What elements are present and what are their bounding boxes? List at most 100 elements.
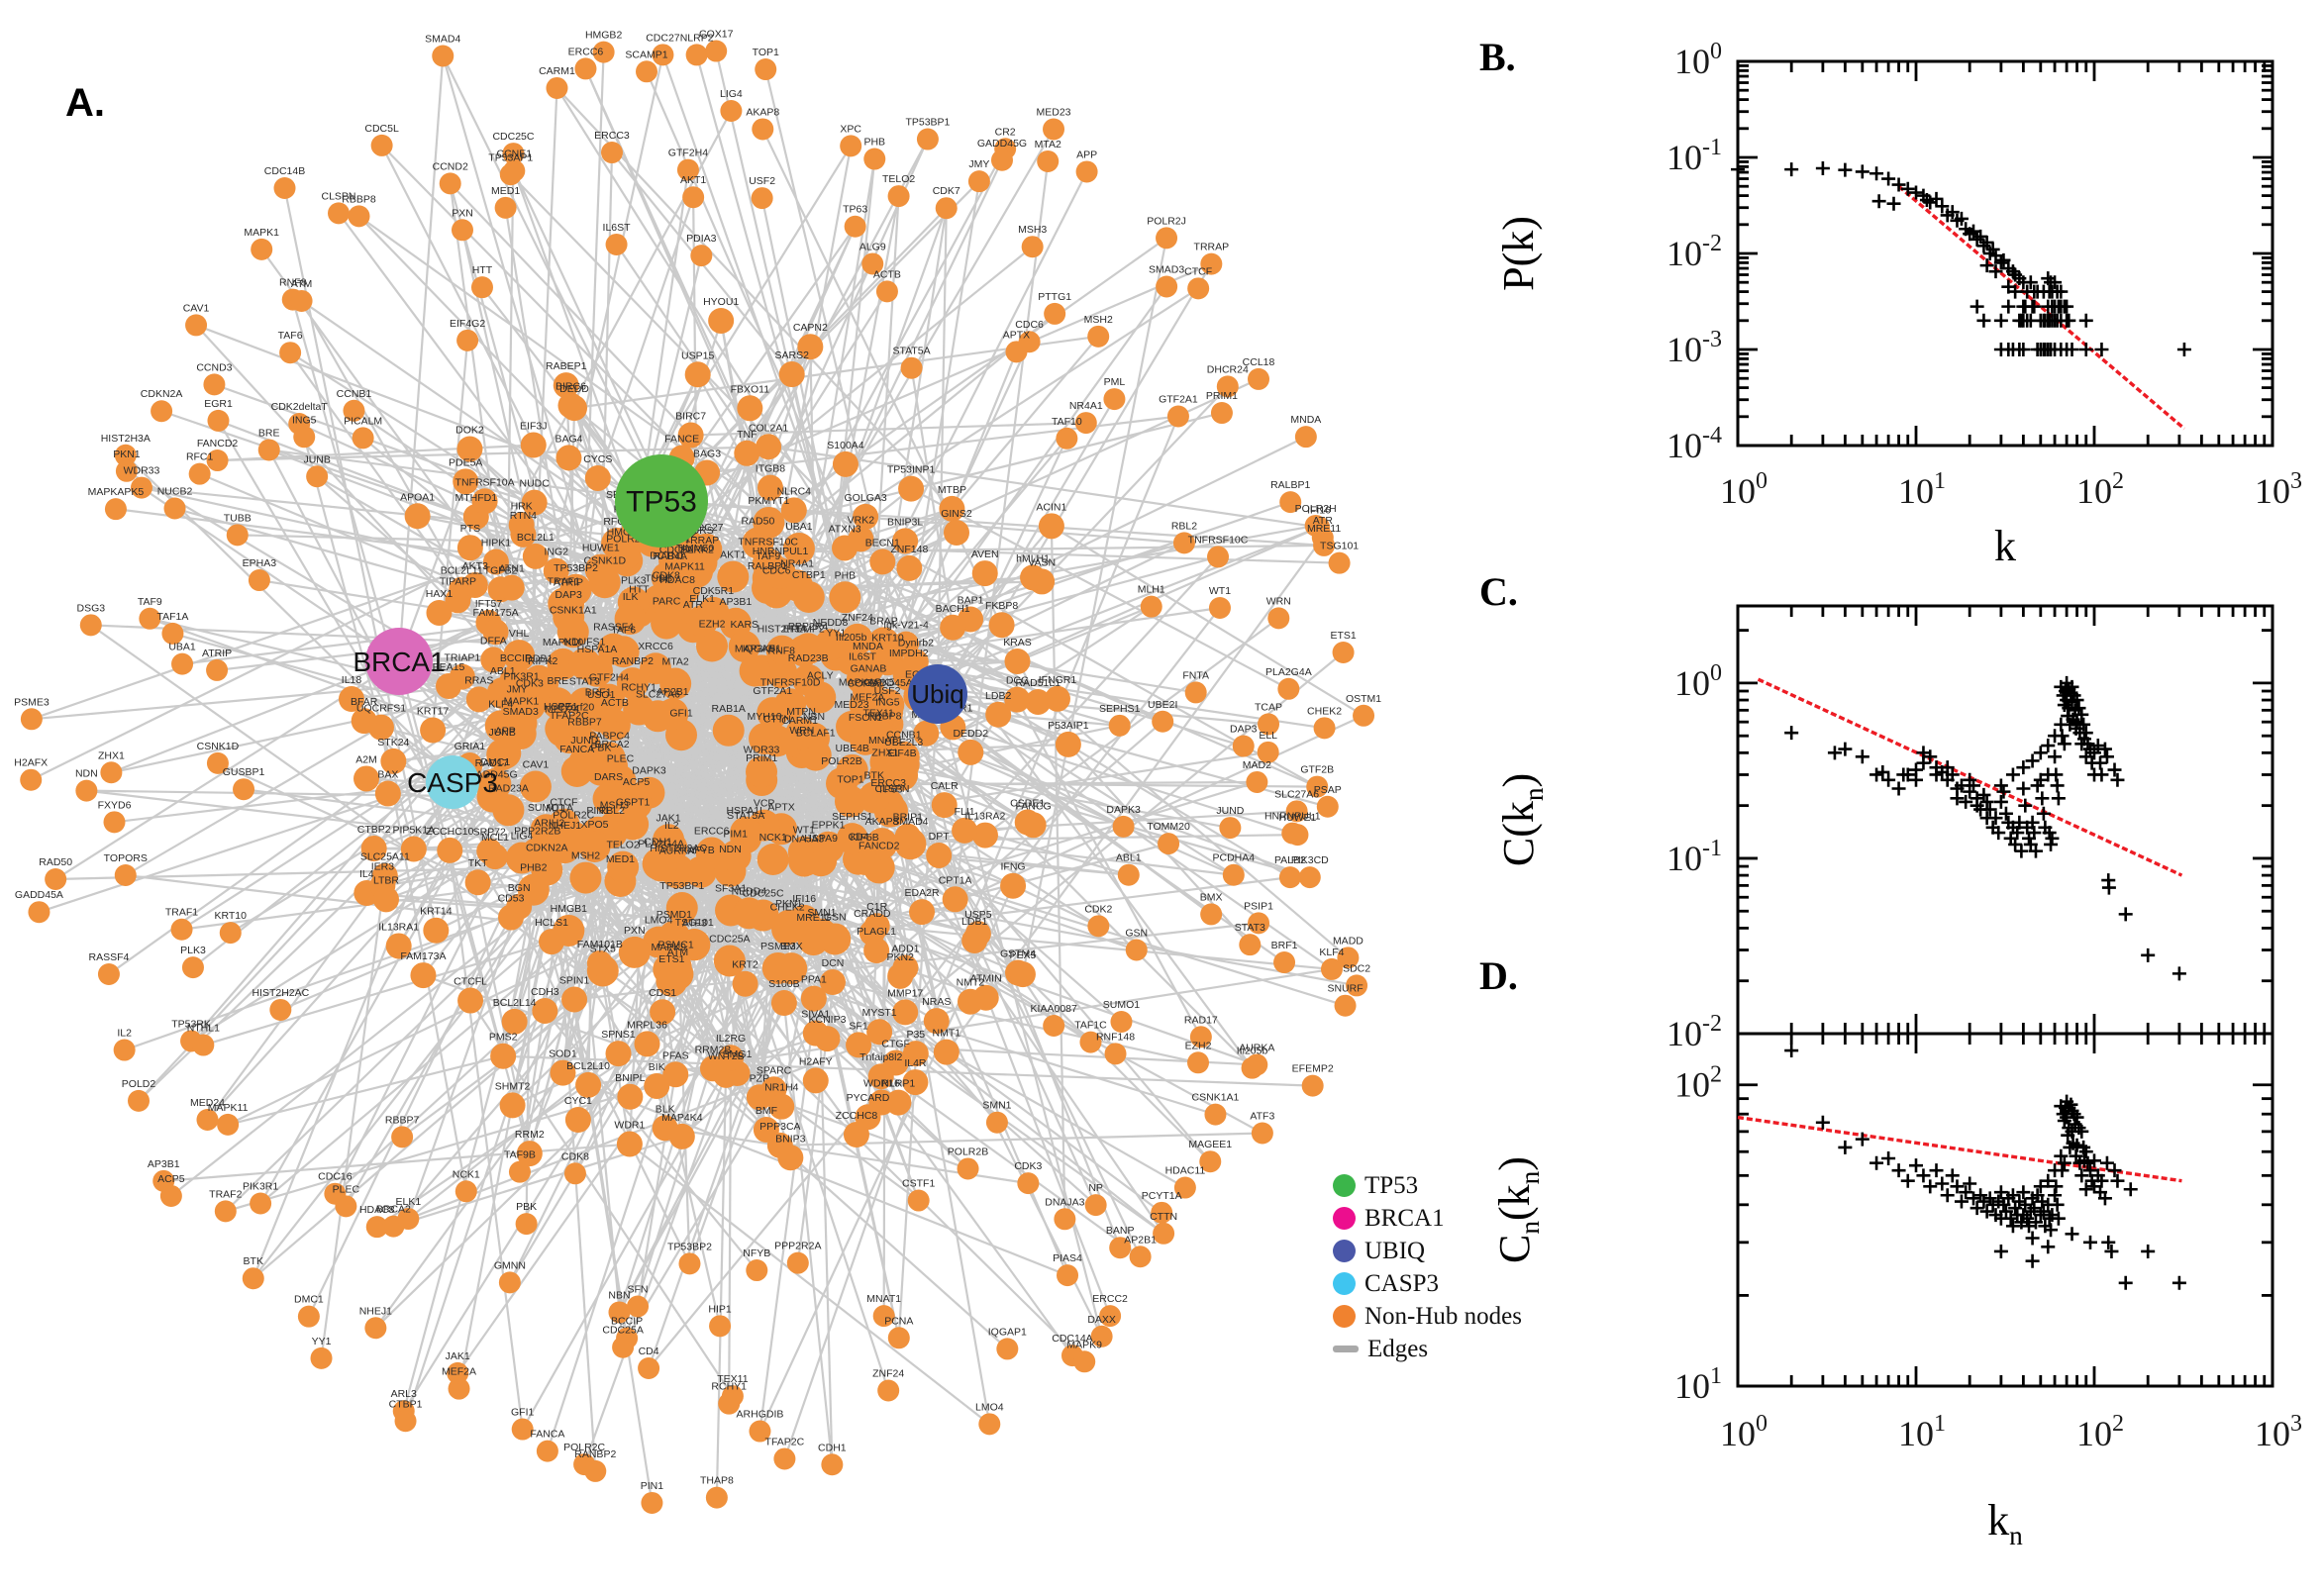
network-node[interactable] (1037, 150, 1060, 172)
network-node[interactable] (642, 700, 674, 733)
network-node[interactable] (764, 557, 797, 590)
network-node[interactable] (730, 816, 762, 848)
network-node[interactable] (657, 920, 690, 952)
network-node[interactable] (1186, 1051, 1209, 1074)
network-node[interactable] (436, 673, 462, 700)
network-node[interactable] (1278, 866, 1301, 889)
network-node[interactable] (439, 172, 461, 195)
network-node[interactable] (494, 196, 517, 219)
network-node[interactable] (718, 1045, 745, 1071)
network-node[interactable] (499, 1092, 526, 1119)
network-node[interactable] (821, 1453, 844, 1476)
network-node[interactable] (354, 765, 380, 792)
network-node[interactable] (527, 666, 559, 699)
network-node[interactable] (163, 497, 186, 520)
network-node[interactable] (456, 535, 483, 561)
network-node[interactable] (498, 574, 525, 601)
network-node[interactable] (752, 118, 774, 141)
network-node[interactable] (746, 1084, 772, 1111)
network-node[interactable] (705, 40, 728, 62)
network-node[interactable] (511, 1418, 534, 1441)
network-node[interactable] (695, 630, 728, 662)
network-node[interactable] (892, 528, 919, 554)
network-node[interactable] (372, 886, 399, 913)
network-node[interactable] (559, 713, 592, 746)
network-node[interactable] (778, 361, 805, 388)
network-node[interactable] (836, 823, 868, 855)
network-node[interactable] (894, 823, 921, 849)
network-node[interactable] (352, 427, 374, 449)
network-node[interactable] (872, 1305, 895, 1328)
network-node[interactable] (159, 1184, 182, 1207)
network-node[interactable] (217, 1113, 240, 1136)
network-node[interactable] (1301, 1074, 1324, 1097)
network-node[interactable] (640, 652, 672, 685)
network-node[interactable] (1216, 375, 1239, 398)
network-node[interactable] (616, 1131, 643, 1157)
network-node[interactable] (814, 1026, 841, 1052)
network-node[interactable] (502, 143, 525, 165)
network-node[interactable] (800, 985, 827, 1012)
network-node[interactable] (207, 409, 230, 432)
network-node[interactable] (712, 714, 745, 747)
network-node[interactable] (753, 506, 785, 539)
network-node[interactable] (1200, 252, 1223, 275)
network-node[interactable] (1294, 426, 1317, 449)
network-node[interactable] (1222, 863, 1245, 886)
network-node[interactable] (339, 686, 365, 713)
network-node[interactable] (508, 1160, 531, 1183)
network-node[interactable] (465, 686, 492, 713)
network-node[interactable] (563, 1162, 586, 1185)
network-node[interactable] (185, 314, 208, 337)
network-node[interactable] (902, 1041, 929, 1067)
network-node[interactable] (728, 630, 760, 662)
network-node[interactable] (900, 356, 923, 379)
network-node[interactable] (617, 1083, 644, 1110)
network-node[interactable] (20, 708, 43, 731)
network-node[interactable] (855, 1104, 881, 1131)
network-node[interactable] (678, 554, 711, 587)
network-node[interactable] (448, 1377, 470, 1400)
network-node[interactable] (553, 372, 579, 399)
network-node[interactable] (1285, 800, 1308, 823)
network-node[interactable] (273, 177, 296, 200)
network-node[interactable] (957, 1157, 979, 1180)
network-node[interactable] (709, 1315, 732, 1338)
network-node[interactable] (536, 1440, 558, 1462)
network-node[interactable] (805, 918, 838, 950)
network-node[interactable] (1219, 817, 1242, 840)
network-node[interactable] (128, 1089, 151, 1112)
network-node[interactable] (717, 560, 750, 593)
network-node[interactable] (933, 1039, 960, 1065)
network-node[interactable] (746, 1259, 768, 1282)
network-node[interactable] (885, 1089, 912, 1116)
network-node[interactable] (607, 850, 640, 883)
network-node[interactable] (836, 753, 868, 786)
network-node[interactable] (863, 913, 890, 940)
network-node[interactable] (627, 1295, 650, 1318)
network-node[interactable] (909, 899, 936, 926)
network-node[interactable] (471, 488, 498, 515)
network-node[interactable] (792, 633, 825, 665)
network-node[interactable] (1009, 961, 1036, 988)
network-node[interactable] (97, 962, 120, 985)
network-node[interactable] (682, 186, 705, 209)
network-node[interactable] (1246, 770, 1268, 793)
network-node[interactable] (886, 758, 919, 791)
network-node[interactable] (1151, 1201, 1173, 1224)
network-node[interactable] (585, 700, 618, 733)
network-node[interactable] (1125, 939, 1148, 961)
network-node[interactable] (732, 970, 758, 997)
network-node[interactable] (739, 654, 771, 687)
network-node[interactable] (863, 938, 890, 964)
network-node[interactable] (1204, 1103, 1227, 1126)
network-node[interactable] (720, 100, 743, 123)
network-node[interactable] (990, 149, 1013, 171)
hub-node-tp53[interactable] (615, 454, 708, 548)
network-node[interactable] (233, 778, 255, 801)
network-node[interactable] (360, 835, 387, 861)
network-node[interactable] (20, 768, 43, 791)
network-node[interactable] (652, 44, 674, 66)
network-node[interactable] (593, 742, 626, 774)
network-node[interactable] (1156, 227, 1178, 249)
